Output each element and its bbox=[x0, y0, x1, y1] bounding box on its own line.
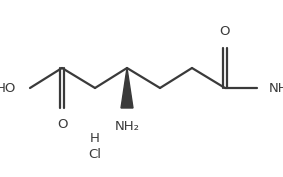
Text: NH₂: NH₂ bbox=[115, 120, 140, 133]
Text: H: H bbox=[90, 132, 100, 144]
Text: NH₂: NH₂ bbox=[269, 81, 283, 95]
Polygon shape bbox=[121, 68, 133, 108]
Text: O: O bbox=[57, 118, 67, 131]
Text: Cl: Cl bbox=[89, 149, 102, 161]
Text: O: O bbox=[220, 25, 230, 38]
Text: HO: HO bbox=[0, 81, 16, 95]
